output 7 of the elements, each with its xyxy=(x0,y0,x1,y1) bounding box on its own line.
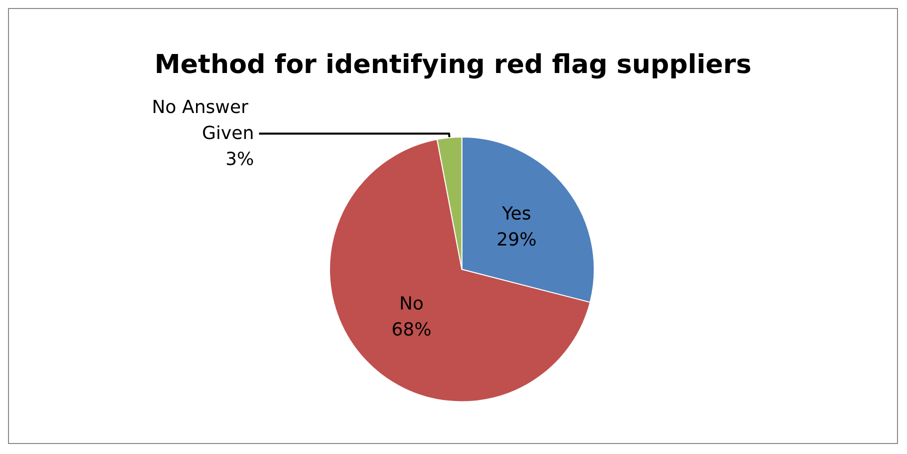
slice-label: Yes xyxy=(501,203,532,224)
chart-title: Method for identifying red flag suppliers xyxy=(154,50,752,80)
slice-label: No Answer Given xyxy=(152,97,254,144)
data-label: 29% xyxy=(496,229,537,250)
data-label: 3% xyxy=(225,149,254,170)
slice-label: No xyxy=(399,293,424,314)
data-label: 68% xyxy=(391,319,432,340)
